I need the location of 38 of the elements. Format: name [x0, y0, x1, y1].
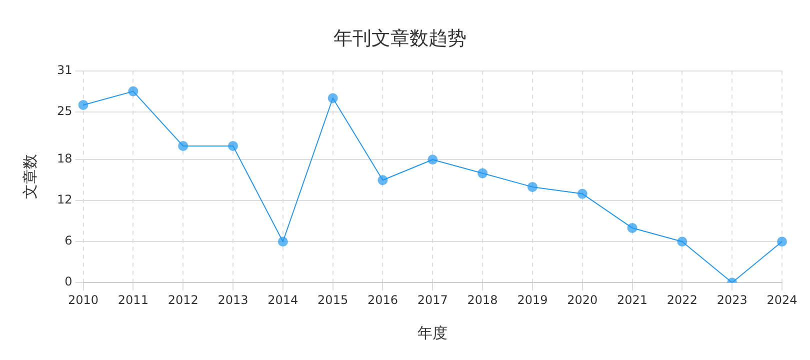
point: [527, 182, 538, 192]
x-tick-label: 2020: [567, 292, 598, 307]
x-tick-label: 2012: [168, 292, 198, 307]
point: [78, 100, 88, 110]
point: [178, 140, 188, 151]
x-tick-label: 2010: [68, 292, 99, 307]
x-tick-label: 2014: [268, 292, 298, 307]
point: [627, 222, 638, 233]
x-tick-label: 2015: [318, 292, 348, 307]
point: [278, 236, 288, 247]
x-tick-label: 2018: [467, 292, 498, 307]
y-tick-label: 31: [56, 62, 72, 77]
y-tick-label: 18: [56, 152, 72, 166]
chart-title: 年刊文章数趋势: [334, 27, 466, 50]
point: [577, 188, 588, 199]
x-tick-label: 2021: [617, 292, 648, 307]
x-tick-label: 2023: [716, 292, 748, 307]
point: [777, 236, 787, 247]
y-tick-label: 0: [64, 274, 72, 289]
x-tick-label: 2017: [417, 292, 448, 307]
x-tick-label: 2016: [367, 292, 398, 307]
x-axis-title: 年度: [418, 324, 448, 342]
x-tick-label: 2013: [218, 292, 248, 307]
y-axis-title: 文章数: [20, 154, 39, 200]
point: [378, 175, 388, 186]
point: [228, 140, 238, 151]
point: [677, 236, 688, 247]
point: [478, 168, 488, 178]
y-tick-label: 6: [64, 234, 72, 248]
point: [428, 154, 438, 165]
x-tick-label: 2011: [118, 292, 148, 307]
point: [328, 93, 338, 104]
x-tick-label: 2024: [766, 292, 798, 307]
point: [128, 86, 138, 96]
y-tick-label: 25: [56, 104, 72, 118]
x-tick-label: 2019: [517, 292, 548, 307]
y-tick-label: 12: [56, 192, 72, 207]
x-tick-label: 2022: [666, 292, 698, 307]
